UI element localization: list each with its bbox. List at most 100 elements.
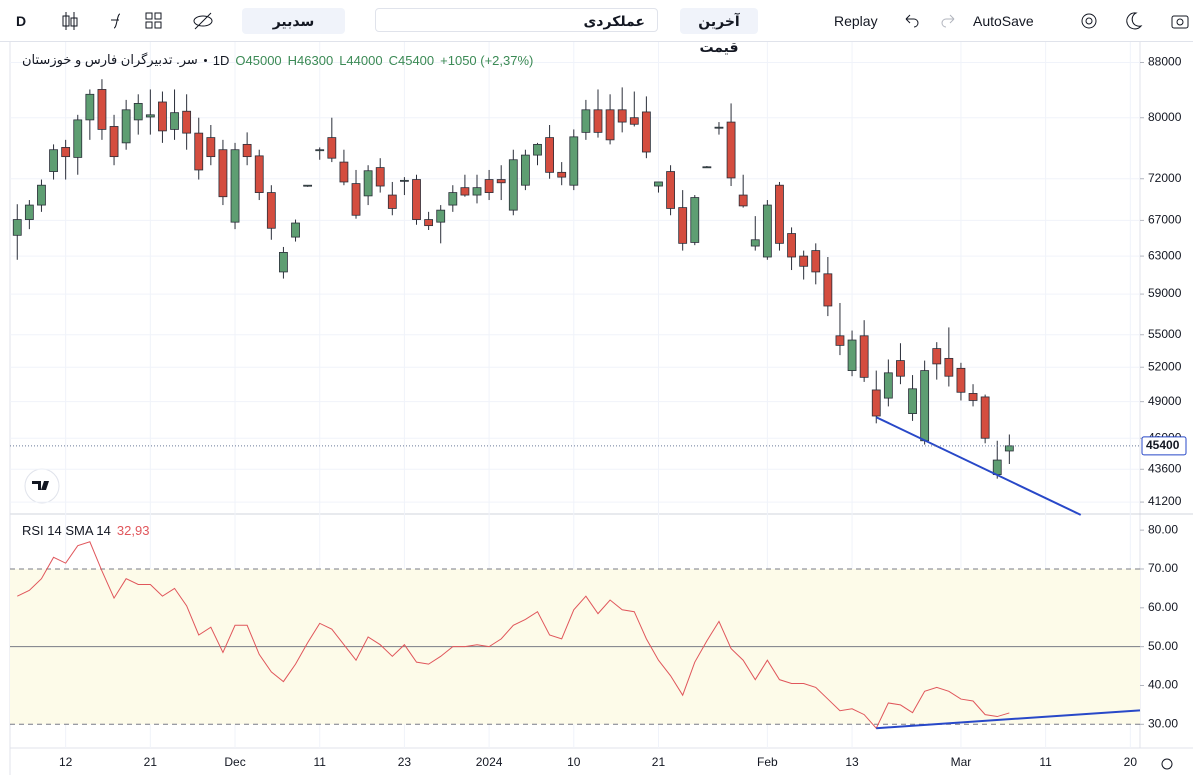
undo-icon[interactable] [902,8,920,34]
y-tick-label: 70.00 [1148,561,1178,575]
candle-body [787,233,796,258]
candle-body [363,170,373,197]
candle-body [908,388,917,414]
x-tick-label: Dec [224,755,245,769]
candle-body [206,137,216,158]
candle-body [73,119,83,158]
y-tick-label: 30.00 [1148,716,1178,730]
candle-body [291,222,300,238]
symbol-search[interactable]: سدبیر [242,8,345,34]
rsi-legend: RSI 14 SMA 14 32,93 [22,523,149,538]
legend: سر. تدبیرگران فارس و خوزستان 1D O45000 H… [22,52,533,68]
redo-icon[interactable] [940,8,958,34]
candle-body [37,184,46,206]
x-tick-label: 21 [144,755,158,769]
candle-body [835,335,845,346]
rsi-value: 32,93 [116,523,150,538]
candle-body [496,179,506,184]
grid [10,42,1140,748]
template-dropdown[interactable]: عملکردی [375,8,658,32]
theme-icon[interactable] [1124,8,1144,34]
candle-body [1004,445,1014,452]
y-tick-label: 41200 [1148,494,1182,508]
interval-button[interactable]: D [16,13,27,29]
x-tick-label: 11 [1039,755,1052,769]
candle-body [859,335,869,378]
candle-body [617,109,627,123]
candle-body [133,103,143,121]
x-tick-label: Feb [757,755,778,769]
x-tick-label: 11 [313,755,326,769]
candle-body [811,250,821,273]
y-tick-label: 80.00 [1148,522,1178,536]
candle-body [49,149,58,172]
candle-body [508,159,518,211]
autosave-button[interactable]: AutoSave [973,13,1034,29]
candle-body [678,207,688,244]
snapshot-icon[interactable] [1170,8,1190,34]
x-tick-label: 21 [652,755,666,769]
ohlc-low: L44000 [339,52,383,68]
rsi-title: RSI 14 SMA 14 [22,523,111,538]
candle-body [654,181,663,187]
candle-body [762,204,772,258]
candle-body [375,167,385,187]
ohlc-high: H46300 [287,52,334,68]
candle-body [145,114,155,118]
y-tick-label: 67000 [1148,213,1182,227]
candle-body [61,147,71,158]
candle-body [738,194,748,207]
chart-type-icon[interactable] [60,8,80,34]
y-tick-label: 60.00 [1148,600,1178,614]
candle-body [799,255,809,267]
candle-body [533,143,542,156]
candle-body [472,187,482,196]
settings-icon[interactable] [1161,758,1173,770]
candle-body [97,89,107,130]
candle-body [629,117,639,125]
candle-body [569,136,579,186]
candle-body [956,367,966,393]
candle-body [714,126,724,129]
candle-body [460,187,470,196]
candle-body [424,219,434,227]
candle-body [581,109,591,133]
candle-body [242,143,252,158]
symbol-name: سر. تدبیرگران فارس و خوزستان [22,52,198,67]
ohlc-close: C45400 [388,52,435,68]
indicators-icon[interactable] [106,8,126,34]
last-price-box [1141,436,1187,456]
candle-body [605,109,615,141]
replay-button[interactable]: Replay [834,13,878,29]
x-tick-label: 2024 [476,755,503,769]
candle-body [641,111,651,153]
layout-icon[interactable] [144,8,164,34]
x-tick-label: 12 [59,755,73,769]
ohlc-open: O45000 [235,52,282,68]
candle-body [279,252,288,273]
interval: 1D [212,52,230,68]
y-tick-label: 50.00 [1148,639,1178,653]
candle-body [920,370,930,442]
settings-icon[interactable] [1078,8,1100,34]
candle-body [702,166,712,169]
candle-body [557,171,567,178]
candle-body [266,192,276,229]
candle-body [750,239,760,247]
candle-body [303,184,313,187]
tv-logo [24,468,60,504]
y-tick-label: 80000 [1148,110,1182,124]
candle-body [726,121,736,179]
y-tick-label: 55000 [1148,327,1182,341]
candle-body [12,219,22,236]
x-tick-label: 10 [567,755,581,769]
y-tick-label: 59000 [1148,286,1182,300]
candle-body [121,109,131,144]
candle-body [775,184,784,244]
price-type-dropdown[interactable]: آخرین قیمت [680,8,758,55]
candle-body [218,149,228,198]
x-tick-label: 20 [1124,755,1138,769]
candle-body [896,360,905,377]
y-tick-label: 63000 [1148,248,1182,262]
hide-icon[interactable] [192,8,214,34]
